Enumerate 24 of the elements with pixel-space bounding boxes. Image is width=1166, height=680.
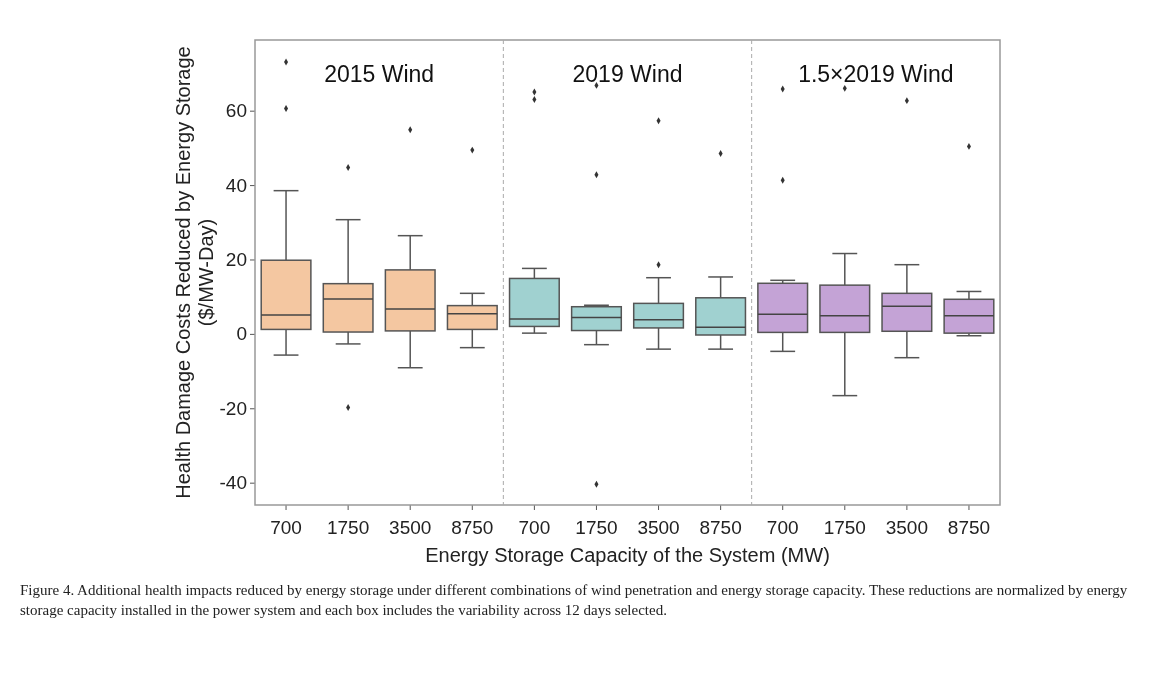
x-tick-label: 1750: [575, 516, 618, 538]
y-tick-label: 40: [225, 174, 247, 196]
x-tick-label: 3500: [389, 516, 432, 538]
x-tick-label: 700: [518, 516, 551, 538]
y-axis-title: Health Damage Costs Reduced by Energy Storage ($/MW-Day): [172, 46, 217, 499]
y-tick-label: 0: [236, 323, 247, 345]
x-tick-label: 3500: [885, 516, 929, 538]
annotation: 2019 Wind: [572, 61, 683, 87]
x-tick-label: 8750: [451, 516, 494, 538]
x-tick-label: 8750: [699, 516, 742, 538]
y-tick-label: 60: [225, 100, 247, 122]
x-tick-label: 1750: [823, 516, 866, 538]
annotation: 2015 Wind: [324, 61, 435, 87]
x-tick-label: 700: [270, 516, 302, 538]
x-axis-title: Energy Storage Capacity of the System (MW): [425, 544, 830, 566]
caption: Figure 4. Additional health impacts reduced by energy storage under different combinations of wind penetration and energy storage capacity. These reductions are normalized by energy storage capacity installed in the power system and each box includes the variability across 12 days selected.: [20, 581, 1129, 620]
x-tick-label: 700: [766, 516, 799, 538]
y-tick-label: 20: [225, 249, 247, 271]
x-tick-label: 8750: [947, 516, 991, 538]
x-tick-label: 3500: [637, 516, 680, 538]
y-tick-label: -20: [219, 397, 247, 419]
annotation: 1.5×2019 Wind: [798, 61, 954, 87]
y-tick-label: -40: [219, 472, 247, 494]
x-tick-label: 1750: [326, 516, 370, 538]
